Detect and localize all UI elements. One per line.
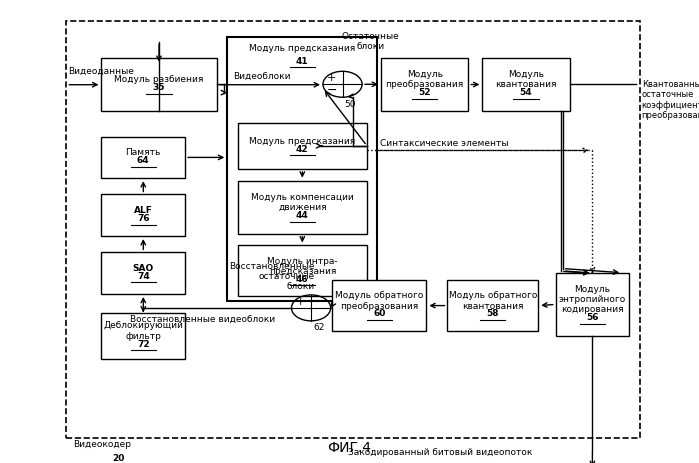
Text: ФИГ.4: ФИГ.4	[328, 441, 371, 455]
Text: Память: Память	[126, 148, 161, 157]
Text: 46: 46	[296, 275, 309, 284]
Text: Видеоданные: Видеоданные	[68, 67, 134, 76]
Text: 56: 56	[586, 313, 598, 322]
Text: Деблокирующий: Деблокирующий	[103, 321, 183, 331]
Text: SAO: SAO	[133, 264, 154, 273]
Bar	[238, 245, 367, 296]
Bar	[227, 37, 377, 301]
Bar	[101, 252, 185, 294]
Text: +: +	[327, 74, 336, 83]
Text: Восстановленные
остаточные
блоки: Восстановленные остаточные блоки	[229, 262, 315, 291]
Text: Восстановленные видеоблоки: Восстановленные видеоблоки	[130, 315, 275, 324]
Text: 54: 54	[519, 88, 533, 97]
Text: квантования: квантования	[496, 81, 556, 89]
Text: фильтр: фильтр	[125, 332, 161, 341]
Bar	[482, 58, 570, 111]
Text: Модуль: Модуль	[575, 285, 610, 294]
Text: Модуль интра-: Модуль интра-	[267, 257, 338, 266]
Text: Видеоблоки: Видеоблоки	[233, 71, 291, 81]
Text: преобразования: преобразования	[386, 81, 463, 89]
Text: кодирования: кодирования	[561, 306, 624, 314]
Bar	[556, 273, 629, 336]
Text: предсказания: предсказания	[268, 267, 336, 276]
Text: 35: 35	[153, 83, 165, 92]
Text: 41: 41	[296, 56, 309, 66]
Text: Квантованные
остаточные
коэффициенты
преобразования: Квантованные остаточные коэффициенты пре…	[642, 80, 699, 120]
Bar	[332, 280, 426, 331]
Text: 42: 42	[296, 144, 309, 154]
Text: 64: 64	[137, 156, 150, 165]
Text: Модуль предсказания: Модуль предсказания	[249, 44, 356, 53]
Text: 58: 58	[487, 309, 499, 319]
Text: Остаточные
блоки: Остаточные блоки	[342, 32, 399, 51]
Text: ALF: ALF	[134, 206, 153, 215]
Text: Модуль предсказания: Модуль предсказания	[249, 137, 356, 146]
Text: Модуль: Модуль	[407, 70, 442, 79]
Bar	[238, 181, 367, 234]
Text: Видеокодер: Видеокодер	[73, 440, 131, 449]
Bar	[381, 58, 468, 111]
Text: преобразования: преобразования	[340, 301, 418, 311]
Bar	[101, 137, 185, 178]
Bar	[101, 313, 185, 359]
Text: 74: 74	[137, 272, 150, 281]
Text: 62: 62	[313, 324, 324, 332]
Text: Модуль обратного: Модуль обратного	[449, 291, 537, 300]
Bar	[66, 21, 640, 438]
Text: Модуль: Модуль	[508, 70, 544, 79]
Bar	[447, 280, 538, 331]
Text: Закодированный битовый видеопоток: Закодированный битовый видеопоток	[348, 448, 533, 457]
Text: 72: 72	[137, 339, 150, 349]
Bar	[238, 123, 367, 169]
Text: Модуль разбиения: Модуль разбиения	[115, 75, 203, 84]
Text: Синтаксические элементы: Синтаксические элементы	[380, 139, 508, 148]
Text: квантования: квантования	[462, 301, 524, 311]
Text: 50: 50	[345, 100, 356, 109]
Text: 60: 60	[373, 309, 385, 319]
Bar	[101, 58, 217, 111]
Text: 52: 52	[419, 88, 431, 97]
Text: 20: 20	[113, 454, 125, 463]
Text: 76: 76	[137, 214, 150, 223]
Text: 44: 44	[296, 211, 309, 220]
Text: −: −	[326, 84, 337, 97]
Text: энтропийного: энтропийного	[559, 295, 626, 304]
Text: Модуль обратного: Модуль обратного	[335, 291, 424, 300]
Text: движения: движения	[278, 203, 326, 212]
Bar	[101, 194, 185, 236]
Text: +: +	[296, 297, 305, 307]
Text: Модуль компенсации: Модуль компенсации	[251, 193, 354, 202]
